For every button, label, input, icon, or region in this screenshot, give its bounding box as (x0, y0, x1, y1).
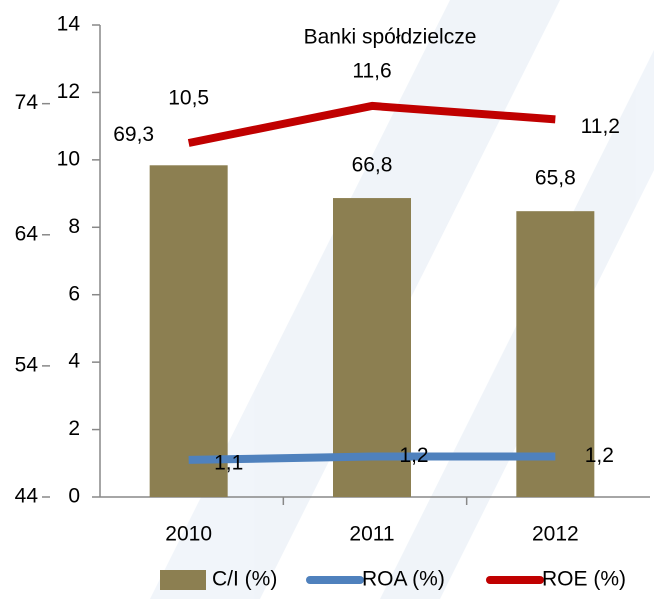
line (187, 101, 556, 147)
bar (333, 198, 411, 498)
bar-label: 66,8 (352, 154, 393, 177)
line-label: 11,6 (352, 59, 391, 82)
y-tick-label: 2 (68, 417, 80, 440)
line-label: 11,2 (581, 115, 620, 138)
chart-title: Banki spółdzielcze (304, 26, 477, 49)
y-tick-label: 12 (57, 80, 80, 103)
legend-swatch (160, 570, 206, 590)
legend-label: ROA (%) (362, 568, 445, 591)
line-label: 1,1 (214, 451, 243, 474)
x-tick-label: 2011 (349, 523, 394, 546)
y-tick-label: 10 (57, 147, 80, 170)
line-label: 10,5 (168, 87, 209, 110)
bar-label: 69,3 (113, 123, 154, 146)
bar-label: 65,8 (535, 167, 576, 190)
legend-label: ROE (%) (542, 568, 626, 591)
legend-label: C/I (%) (212, 568, 277, 591)
y-tick-label: 8 (68, 215, 80, 238)
y2-tick-label: 64 (15, 222, 39, 245)
y-tick-label: 6 (68, 282, 80, 305)
x-tick-label: 2012 (532, 523, 579, 546)
bar (516, 211, 595, 497)
line-label: 1,2 (399, 444, 428, 467)
y2-tick-label: 44 (15, 485, 39, 508)
x-tick-label: 2010 (165, 523, 212, 546)
y-tick-label: 4 (68, 350, 80, 373)
y-tick-label: 0 (68, 485, 80, 508)
line (188, 452, 556, 464)
y2-tick-label: 74 (15, 91, 39, 114)
bar (149, 165, 228, 498)
y2-tick-label: 54 (15, 353, 39, 376)
y-tick-label: 14 (57, 13, 81, 36)
line-label: 1,2 (585, 444, 614, 467)
